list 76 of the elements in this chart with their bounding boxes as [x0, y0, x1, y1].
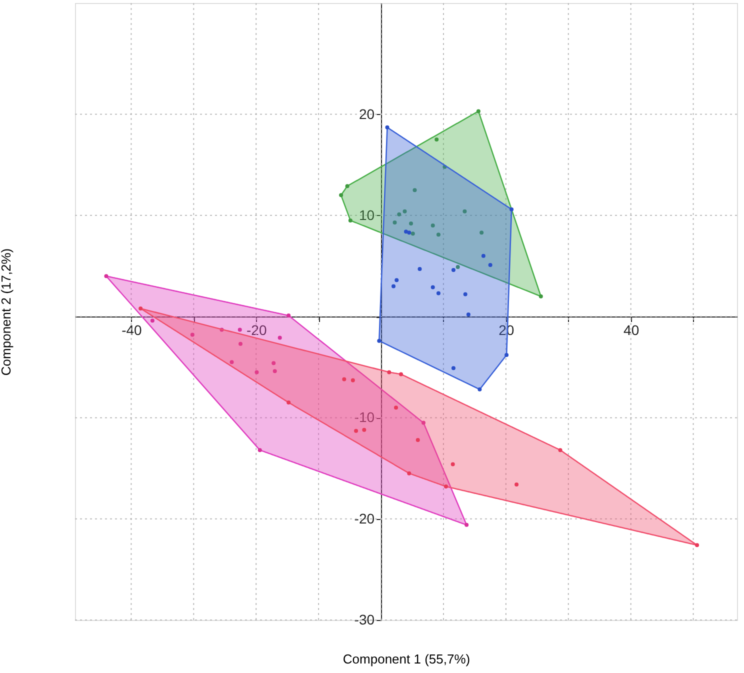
point — [397, 212, 402, 216]
point — [402, 209, 407, 214]
point — [392, 220, 397, 224]
point — [408, 222, 413, 226]
point — [238, 342, 242, 346]
y-tick-label: -30 — [354, 612, 375, 628]
y-tick-label: 20 — [358, 106, 375, 122]
point — [342, 377, 346, 382]
point — [385, 125, 390, 130]
x-axis-title: Component 1 (55,7%) — [342, 652, 470, 666]
point — [450, 462, 455, 466]
y-tick-label: -10 — [354, 409, 375, 426]
point — [150, 318, 154, 323]
point — [394, 278, 399, 282]
point — [272, 369, 277, 374]
x-tick-label: -20 — [246, 322, 267, 338]
point — [436, 291, 440, 296]
point — [464, 522, 469, 527]
point — [416, 438, 420, 442]
point — [230, 360, 234, 364]
point — [238, 328, 242, 332]
point — [462, 209, 467, 214]
point — [480, 230, 484, 235]
point — [412, 188, 417, 192]
y-axis-title: Component 2 (17,2%) — [0, 248, 14, 376]
point — [220, 328, 224, 332]
point — [350, 378, 355, 382]
point — [538, 294, 543, 298]
point — [286, 314, 291, 318]
point — [476, 109, 480, 114]
point — [418, 267, 422, 272]
point — [254, 370, 259, 374]
y-tick-label: -20 — [354, 510, 375, 526]
y-tick-label: 10 — [358, 206, 375, 223]
point — [436, 232, 440, 237]
point — [466, 312, 470, 317]
point — [190, 332, 194, 337]
point — [695, 543, 700, 548]
point — [104, 274, 108, 278]
point — [478, 387, 482, 392]
point — [558, 448, 562, 452]
point — [514, 482, 519, 486]
x-tick-label: -40 — [122, 322, 142, 338]
point — [456, 265, 460, 269]
point — [488, 262, 492, 267]
point — [434, 138, 439, 142]
point — [442, 164, 447, 169]
point — [510, 207, 514, 212]
point — [407, 471, 412, 476]
point — [430, 224, 435, 228]
point — [430, 285, 435, 290]
point — [410, 232, 415, 236]
point — [286, 400, 291, 405]
point — [258, 448, 262, 452]
point — [463, 292, 468, 296]
point — [451, 268, 456, 272]
point — [278, 336, 282, 340]
point — [444, 484, 448, 488]
point — [421, 420, 426, 425]
point — [399, 372, 404, 376]
point — [394, 406, 398, 410]
point — [348, 218, 352, 222]
point — [362, 428, 366, 432]
x-tick-label: 40 — [624, 322, 640, 338]
point — [272, 361, 276, 366]
point — [481, 254, 486, 258]
point — [387, 370, 392, 374]
point — [339, 193, 344, 198]
point — [354, 428, 358, 433]
point — [451, 366, 456, 370]
point — [138, 306, 143, 310]
point — [407, 230, 412, 235]
point — [504, 352, 509, 357]
point — [377, 338, 382, 343]
point — [392, 284, 396, 288]
point — [345, 184, 350, 188]
